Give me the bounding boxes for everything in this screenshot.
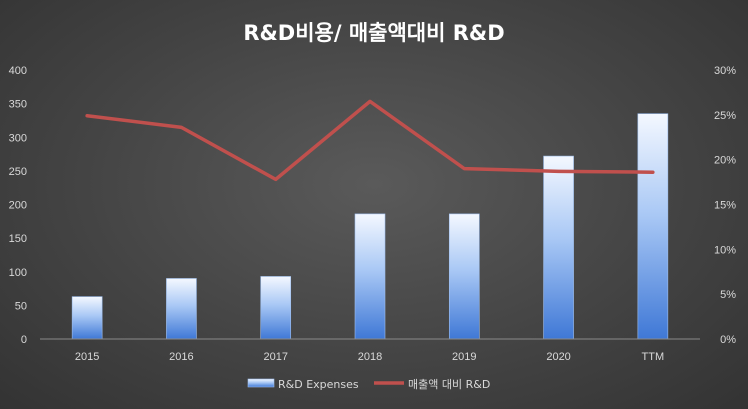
y2-tick-label: 25% [714, 110, 736, 122]
x-tick-label: 2016 [169, 351, 193, 363]
y-tick-label: 300 [9, 132, 27, 144]
y2-tick-label: 20% [714, 155, 736, 167]
ratio-line [85, 99, 655, 182]
bar [71, 296, 103, 340]
y2-tick-label: 5% [720, 289, 736, 301]
y-tick-label: 250 [9, 166, 27, 178]
y2-tick-label: 30% [714, 65, 736, 77]
y-tick-label: 400 [9, 65, 27, 77]
bar-series [71, 113, 669, 340]
bar [637, 113, 669, 340]
x-tick-label: 2020 [546, 351, 570, 363]
y2-tick-label: 15% [714, 200, 736, 212]
bar [354, 213, 386, 340]
y-tick-label: 0 [21, 334, 27, 346]
x-axis: 2015 2016 2017 2018 2019 2020 TTM [40, 338, 700, 363]
right-axis: 0% 5% 10% 15% 20% 25% 30% [714, 65, 736, 346]
left-axis: 0 50 100 150 200 250 300 350 400 [9, 65, 27, 346]
bar [448, 213, 480, 340]
line-series [85, 99, 655, 182]
bar [166, 278, 197, 340]
chart-title: R&D비용/ 매출액대비 R&D [243, 21, 504, 45]
y2-tick-label: 0% [720, 334, 736, 346]
x-tick-label: 2017 [263, 351, 287, 363]
y-tick-label: 100 [9, 267, 27, 279]
x-tick-label: 2019 [452, 351, 476, 363]
legend-bar-label: R&D Expenses [278, 378, 359, 391]
y-tick-label: 50 [15, 300, 27, 312]
bar [260, 276, 292, 340]
legend: R&D Expenses 매출액 대비 R&D [247, 378, 490, 391]
x-tick-label: 2015 [75, 351, 99, 363]
x-tick-label: TTM [642, 351, 665, 363]
y-tick-label: 200 [9, 200, 27, 212]
legend-bar-swatch [247, 378, 275, 388]
y-tick-label: 350 [9, 99, 27, 111]
y2-tick-label: 10% [714, 244, 736, 256]
bar [543, 155, 574, 340]
x-tick-label: 2018 [358, 351, 382, 363]
legend-line-label: 매출액 대비 R&D [408, 378, 490, 391]
y-tick-label: 150 [9, 233, 27, 245]
